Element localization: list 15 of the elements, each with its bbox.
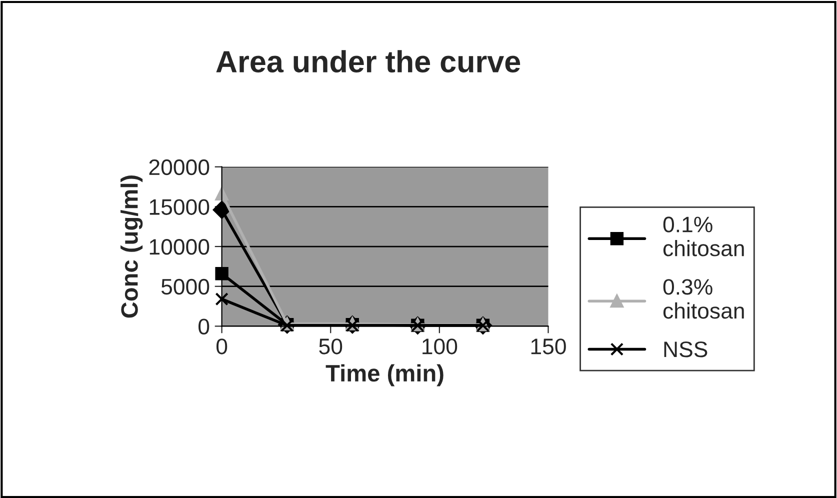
y-axis-title: Conc (ug/ml) (120, 176, 143, 318)
x-axis-title: Time (min) (326, 364, 444, 386)
y-tick-label: 15000 (150, 199, 210, 215)
x-tick-label: 0 (216, 338, 228, 354)
y-tick-label: 5000 (161, 278, 210, 295)
y-tick-label: 10000 (150, 239, 210, 255)
y-tick-label: 20000 (149, 159, 210, 176)
x-tick-label: 50 (319, 338, 342, 354)
x-tick-label: 150 (531, 338, 566, 354)
legend-label: NSS (664, 342, 708, 358)
chart-title: Area under the curve (216, 50, 520, 73)
legend-label: 0.3% chitosan (663, 279, 744, 319)
y-tick-label: 0 (198, 318, 210, 334)
x-tick-label: 100 (422, 338, 458, 354)
legend-label: 0.1% chitosan (663, 216, 744, 256)
